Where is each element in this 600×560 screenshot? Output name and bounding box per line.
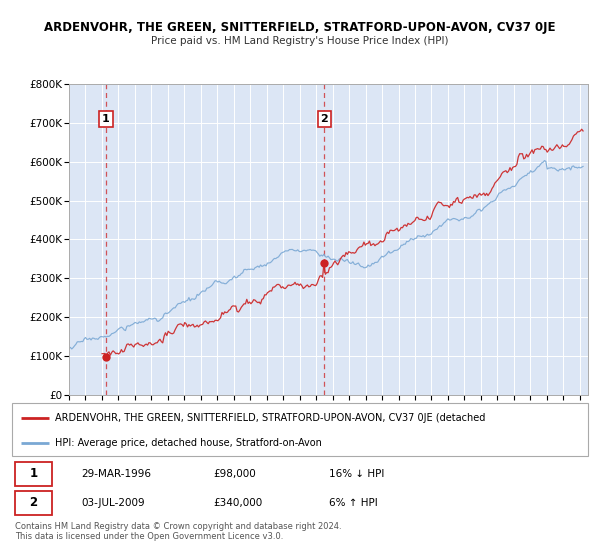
Text: ARDENVOHR, THE GREEN, SNITTERFIELD, STRATFORD-UPON-AVON, CV37 0JE (detached: ARDENVOHR, THE GREEN, SNITTERFIELD, STRA… (55, 413, 485, 423)
Text: 1: 1 (29, 468, 37, 480)
FancyBboxPatch shape (12, 403, 588, 456)
Text: 2: 2 (29, 496, 37, 510)
Text: ARDENVOHR, THE GREEN, SNITTERFIELD, STRATFORD-UPON-AVON, CV37 0JE: ARDENVOHR, THE GREEN, SNITTERFIELD, STRA… (44, 21, 556, 34)
Text: 03-JUL-2009: 03-JUL-2009 (81, 498, 145, 508)
Text: HPI: Average price, detached house, Stratford-on-Avon: HPI: Average price, detached house, Stra… (55, 438, 322, 448)
Text: Price paid vs. HM Land Registry's House Price Index (HPI): Price paid vs. HM Land Registry's House … (151, 36, 449, 46)
FancyBboxPatch shape (15, 462, 52, 486)
Text: Contains HM Land Registry data © Crown copyright and database right 2024.
This d: Contains HM Land Registry data © Crown c… (15, 522, 341, 542)
Text: £98,000: £98,000 (214, 469, 256, 479)
Text: 16% ↓ HPI: 16% ↓ HPI (329, 469, 384, 479)
Text: £340,000: £340,000 (214, 498, 263, 508)
Text: 29-MAR-1996: 29-MAR-1996 (81, 469, 151, 479)
Text: 6% ↑ HPI: 6% ↑ HPI (329, 498, 377, 508)
Text: 2: 2 (320, 114, 328, 124)
FancyBboxPatch shape (15, 491, 52, 515)
Text: 1: 1 (102, 114, 110, 124)
